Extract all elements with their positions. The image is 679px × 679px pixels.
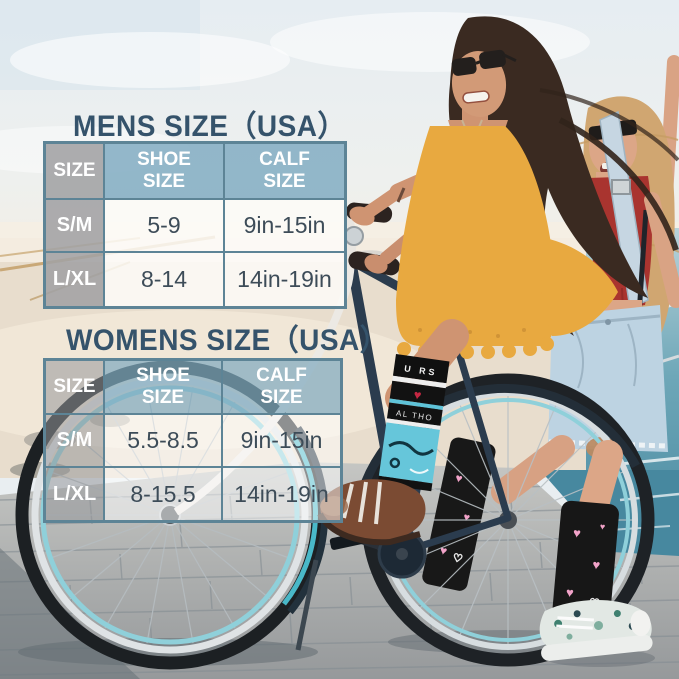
heart-icon: ♥ — [565, 585, 574, 601]
mens-row-lxl-label: L/XL — [46, 253, 105, 306]
blown-fabric — [540, 238, 618, 336]
heart-icon: ♥ — [462, 511, 471, 524]
womens-header-calf-size: CALF SIZE — [223, 361, 340, 415]
kickstand — [295, 559, 319, 651]
yellow-lace-top — [396, 126, 558, 346]
mens-header-shoe-size: SHOE SIZE — [105, 144, 225, 200]
womens-lxl-shoe-size: 8-15.5 — [105, 468, 223, 520]
womens-sm-shoe-size: 5.5-8.5 — [105, 415, 223, 468]
sock-text-top: U RS — [404, 363, 439, 378]
heart-icon: ♥ — [413, 387, 423, 403]
bracelet — [396, 187, 406, 203]
womens-row-lxl-label: L/XL — [46, 468, 105, 520]
hand-on-grip — [364, 254, 388, 274]
womens-sm-calf-size: 9in-15in — [223, 415, 340, 468]
brunette-smile — [462, 90, 490, 104]
brunette-woman — [349, 16, 679, 474]
heart-icon: ♥ — [599, 521, 605, 531]
heart-icon: ♥ — [573, 525, 582, 541]
mens-header-calf-size: CALF SIZE — [225, 144, 344, 200]
heart-icon: ♥ — [592, 557, 601, 573]
hand-on-grip — [349, 206, 375, 226]
mens-size-title: MENS SIZE（USA） — [73, 109, 347, 143]
brunette-sunglasses-icon — [451, 49, 517, 76]
mens-sm-shoe-size: 5-9 — [105, 200, 225, 253]
womens-header-shoe-size: SHOE SIZE — [105, 361, 223, 415]
mens-row-sm-label: S/M — [46, 200, 105, 253]
strap-buckle — [611, 179, 631, 195]
mens-sm-calf-size: 9in-15in — [225, 200, 344, 253]
heart-outline-icon: ♡ — [451, 552, 463, 566]
nurse-compression-sock: U RS ♥ AL THO — [377, 354, 450, 492]
mens-lxl-shoe-size: 8-14 — [105, 253, 225, 306]
blonde-near-leg: ♥ ♥ ♥ ♥ ♡ — [539, 440, 653, 661]
stethoscope-pattern — [388, 441, 434, 456]
womens-lxl-calf-size: 14in-19in — [223, 468, 340, 520]
mens-header-size: SIZE — [46, 144, 105, 200]
far-thigh — [491, 435, 575, 505]
bike-bell — [344, 226, 364, 246]
floral-sneaker — [539, 600, 653, 661]
heart-icon: ♥ — [454, 471, 464, 486]
womens-row-sm-label: S/M — [46, 415, 105, 468]
heart-sock-far: ♥ ♥ ♥ ♡ — [422, 437, 496, 591]
womens-size-table: SIZE SHOE SIZE CALF SIZE S/M 5.5-8.5 9in… — [43, 358, 343, 523]
heart-icon: ♥ — [439, 543, 449, 558]
womens-header-size: SIZE — [46, 361, 105, 415]
womens-size-title: WOMENS SIZE（USA） — [66, 323, 389, 357]
mens-lxl-calf-size: 14in-19in — [225, 253, 344, 306]
mens-size-table: SIZE SHOE SIZE CALF SIZE S/M 5-9 9in-15i… — [43, 141, 347, 309]
bicycle-rear-wheel — [357, 373, 655, 667]
